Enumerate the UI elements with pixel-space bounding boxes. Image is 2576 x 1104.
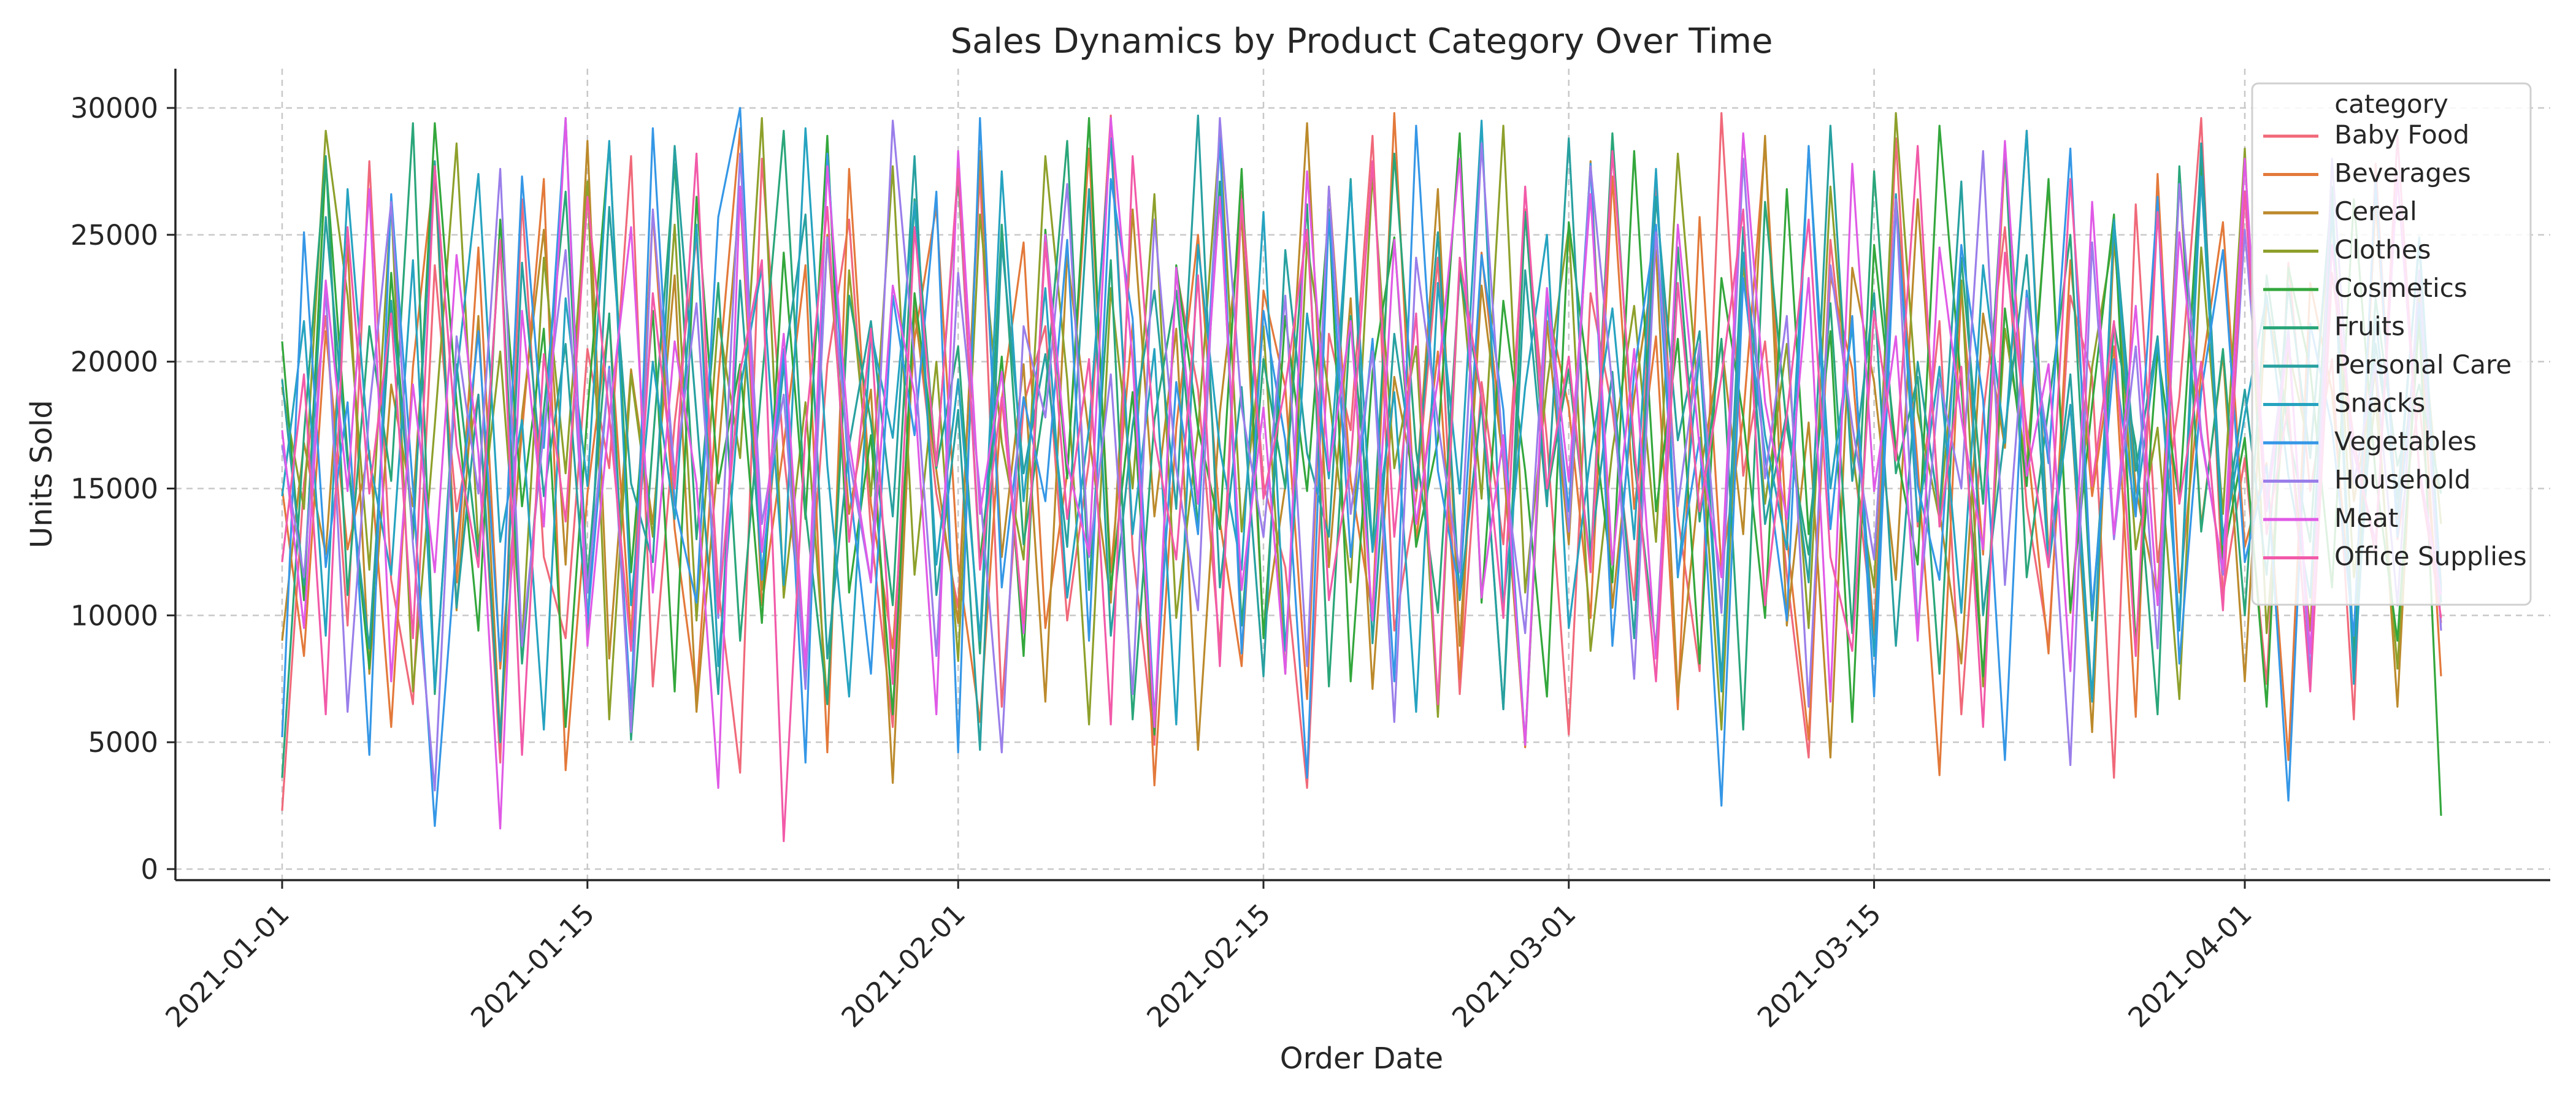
legend-label: Meat: [2334, 503, 2398, 533]
legend-label: Office Supplies: [2334, 542, 2527, 572]
legend-label: Vegetables: [2334, 426, 2477, 456]
y-tick-label: 30000: [71, 92, 158, 125]
legend-item-personal-care: Personal Care: [2263, 350, 2512, 380]
series-line-personal-care: [281, 114, 2442, 751]
legend-item-cosmetics: Cosmetics: [2263, 273, 2467, 303]
legend-frame: [2251, 82, 2532, 606]
legend-item-office-supplies: Office Supplies: [2263, 542, 2527, 572]
axes-layer: [174, 69, 2550, 881]
legend-item-baby-food: Baby Food: [2263, 120, 2469, 150]
series-line-meat: [281, 117, 2442, 830]
chart-title: Sales Dynamics by Product Category Over …: [951, 21, 1773, 61]
y-tick-label: 10000: [71, 599, 158, 632]
series-layer: [281, 107, 2442, 843]
legend-items: Baby Food Beverages Cereal Clothes Cosmetics…: [2263, 120, 2527, 572]
y-tick-label: 0: [140, 853, 158, 886]
legend-label: Household: [2334, 465, 2471, 495]
y-tick-label: 5000: [88, 726, 158, 759]
y-axis-label: Units Sold: [25, 400, 59, 548]
legend-item-vegetables: Vegetables: [2263, 426, 2477, 456]
y-tick-label: 15000: [71, 473, 158, 505]
y-tick-label: 20000: [71, 346, 158, 378]
legend-label: Snacks: [2334, 388, 2425, 418]
legend: category Baby Food Beverages Cereal Clothes…: [2251, 82, 2532, 606]
legend-label: Baby Food: [2334, 120, 2469, 150]
legend-label: Fruits: [2334, 312, 2405, 342]
legend-title: category: [2334, 89, 2448, 119]
y-ticks: 0 5000 10000 15000 20000 25000 30000: [71, 92, 175, 886]
legend-item-meat: Meat: [2263, 503, 2398, 533]
x-axis-label: Order Date: [1280, 1041, 1443, 1076]
legend-label: Cereal: [2334, 196, 2417, 226]
legend-item-fruits: Fruits: [2263, 312, 2405, 342]
legend-label: Beverages: [2334, 158, 2471, 188]
legend-item-cereal: Cereal: [2263, 196, 2417, 226]
legend-label: Clothes: [2334, 235, 2431, 265]
legend-item-beverages: Beverages: [2263, 158, 2471, 188]
legend-label: Personal Care: [2334, 350, 2512, 380]
series-line-office-supplies: [281, 134, 2442, 843]
legend-label: Cosmetics: [2334, 273, 2467, 303]
legend-item-clothes: Clothes: [2263, 235, 2431, 265]
y-tick-label: 25000: [71, 219, 158, 251]
legend-item-snacks: Snacks: [2263, 388, 2425, 418]
legend-item-household: Household: [2263, 465, 2471, 495]
